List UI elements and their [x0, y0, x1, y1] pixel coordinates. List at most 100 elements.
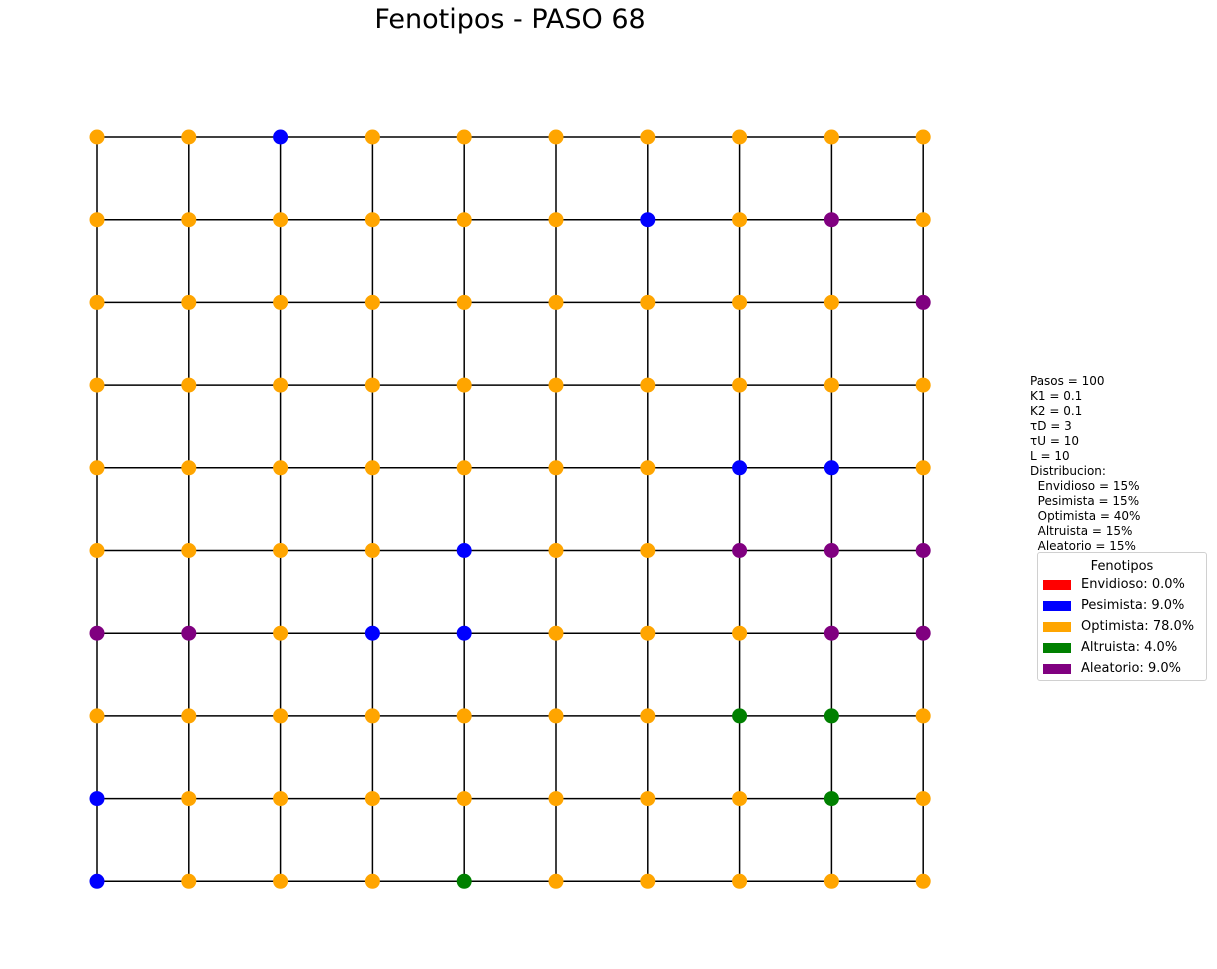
node [181, 873, 197, 889]
node [548, 791, 564, 807]
node [181, 791, 197, 807]
node [823, 625, 839, 641]
lattice-network [89, 129, 931, 889]
node [640, 212, 656, 228]
node [548, 873, 564, 889]
node [456, 129, 472, 145]
node [89, 873, 105, 889]
node [456, 294, 472, 310]
node [915, 625, 931, 641]
legend-swatch [1043, 663, 1071, 674]
node [181, 129, 197, 145]
node [823, 294, 839, 310]
node [732, 129, 748, 145]
node [640, 625, 656, 641]
parameter-line: L = 10 [1030, 449, 1070, 463]
legend-item: Pesimista: 9.0% [1038, 595, 1206, 616]
node [732, 625, 748, 641]
node [640, 377, 656, 393]
legend-label: Pesimista: 9.0% [1081, 598, 1185, 613]
legend-label: Aleatorio: 9.0% [1081, 661, 1181, 676]
node [823, 543, 839, 558]
node [823, 873, 839, 889]
node [915, 543, 931, 558]
node [181, 294, 197, 310]
node [823, 377, 839, 393]
node [915, 212, 931, 228]
parameter-line: Aleatorio = 15% [1030, 539, 1136, 553]
node [89, 791, 105, 807]
node [823, 129, 839, 145]
node [640, 873, 656, 889]
parameter-line: Altruista = 15% [1030, 524, 1133, 538]
legend-item: Altruista: 4.0% [1038, 637, 1206, 658]
node [823, 708, 839, 724]
legend-label: Altruista: 4.0% [1081, 640, 1178, 655]
node [548, 708, 564, 724]
node [364, 377, 380, 393]
node [732, 873, 748, 889]
node [732, 543, 748, 558]
node [181, 625, 197, 641]
node [89, 543, 105, 558]
node [364, 873, 380, 889]
node [732, 460, 748, 476]
legend-swatch [1043, 579, 1071, 590]
node [181, 543, 197, 558]
node [640, 543, 656, 558]
parameter-line: K2 = 0.1 [1030, 404, 1083, 418]
node [548, 129, 564, 145]
node [732, 212, 748, 228]
node [732, 377, 748, 393]
parameter-line: K1 = 0.1 [1030, 389, 1083, 403]
node [89, 625, 105, 641]
node [89, 460, 105, 476]
node [732, 708, 748, 724]
parameter-line: Distribucion: [1030, 464, 1106, 478]
node [89, 377, 105, 393]
parameter-line: τU = 10 [1030, 434, 1079, 448]
node [364, 294, 380, 310]
legend-label: Envidioso: 0.0% [1081, 577, 1185, 592]
node [273, 129, 289, 145]
node [89, 212, 105, 228]
parameter-line: Optimista = 40% [1030, 509, 1141, 523]
node [548, 212, 564, 228]
node [548, 377, 564, 393]
node [456, 543, 472, 558]
legend-swatch [1043, 600, 1071, 611]
node [273, 708, 289, 724]
node [915, 294, 931, 310]
node [732, 791, 748, 807]
parameter-line: τD = 3 [1030, 419, 1072, 433]
node [456, 873, 472, 889]
node [89, 129, 105, 145]
node [640, 129, 656, 145]
node [915, 377, 931, 393]
parameters-text: Pasos = 100 K1 = 0.1 K2 = 0.1 τD = 3 τU = 10… [1030, 374, 1140, 554]
node [89, 708, 105, 724]
legend-item: Optimista: 78.0% [1038, 616, 1206, 637]
node [364, 212, 380, 228]
node [364, 625, 380, 641]
node [456, 212, 472, 228]
node [548, 625, 564, 641]
node [640, 460, 656, 476]
node [915, 873, 931, 889]
node [364, 543, 380, 558]
node [273, 791, 289, 807]
node [181, 708, 197, 724]
node [456, 460, 472, 476]
node [273, 460, 289, 476]
node [823, 212, 839, 228]
node [181, 212, 197, 228]
parameter-line: Pasos = 100 [1030, 374, 1105, 388]
node [640, 708, 656, 724]
node [456, 791, 472, 807]
node [915, 708, 931, 724]
node [548, 294, 564, 310]
node [273, 543, 289, 558]
node [732, 294, 748, 310]
legend-swatch [1043, 642, 1071, 653]
node [548, 543, 564, 558]
